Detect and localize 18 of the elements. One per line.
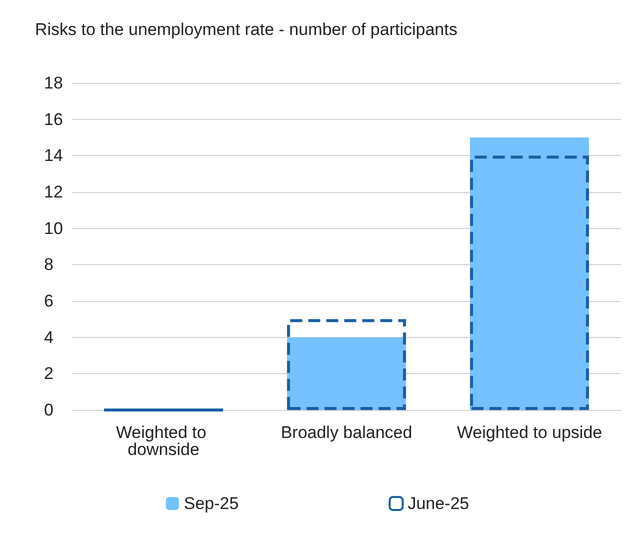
bar xyxy=(287,337,406,410)
legend-label: June-25 xyxy=(408,494,470,513)
y-tick-label: 6 xyxy=(44,292,54,310)
y-tick-label: 16 xyxy=(44,110,63,129)
bar xyxy=(287,319,406,410)
y-tick-label: 10 xyxy=(44,218,63,238)
y-tick-label: 18 xyxy=(44,74,63,92)
chart-title: Risks to the unemployment rate - number of participants xyxy=(35,20,458,39)
y-tick-label: 2 xyxy=(44,364,54,384)
y-tick-label: 12 xyxy=(44,182,63,202)
x-tick-label: Weighted to downside xyxy=(116,423,212,459)
y-tick-label: 8 xyxy=(44,255,54,274)
y-tick-label: 14 xyxy=(44,146,63,166)
y-tick-label: 4 xyxy=(44,328,54,347)
y-tick-label: 0 xyxy=(44,400,54,420)
legend-label: Sep-25 xyxy=(184,494,239,513)
x-tick-label: Broadly balanced xyxy=(280,423,412,442)
x-tick-label: Weighted to upside xyxy=(456,423,602,442)
